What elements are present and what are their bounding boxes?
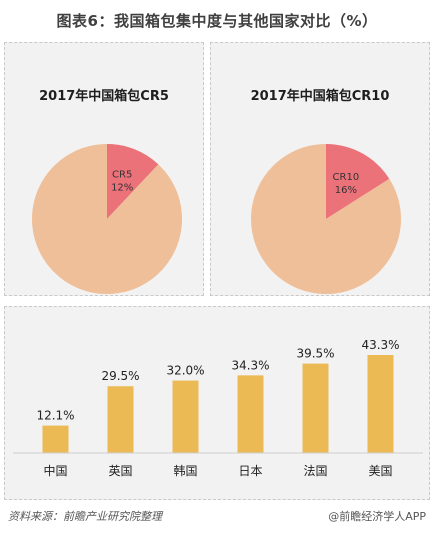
- bar: [172, 380, 199, 453]
- pie-title-cr5: 2017年中国箱包CR5: [39, 89, 169, 104]
- bar-value-label: 39.5%: [296, 347, 334, 361]
- category-label: 韩国: [173, 463, 197, 478]
- category-label: 法国: [303, 464, 327, 478]
- category-label: 日本: [238, 464, 262, 478]
- category-label: 中国: [43, 463, 67, 478]
- cr5-slice-1: [31, 144, 182, 294]
- source-note: 资料来源：前瞻产业研究院整理: [8, 510, 162, 523]
- pie-panel-cr5: 2017年中国箱包CR5 CR5 12%: [4, 42, 204, 296]
- cr10-slice-label: CR10: [333, 172, 360, 183]
- bar: [107, 386, 134, 453]
- bar-value-label: 34.3%: [231, 358, 269, 372]
- category-label: 美国: [368, 464, 392, 478]
- pie-chart-cr10: CR10 16%: [251, 144, 401, 294]
- bar: [237, 375, 264, 453]
- cr10-slice-1: [251, 144, 401, 294]
- pie-panel-cr10: 2017年中国箱包CR10 CR10 16%: [210, 42, 430, 296]
- cr5-slice-0: [107, 144, 159, 219]
- bar-chart: 12.1% 中国 29.5% 英国 32.0% 韩国 34.3% 日本 39.5% 法国 43.3%…: [13, 338, 423, 478]
- brand-note: @前瞻经济学人APP: [328, 510, 426, 523]
- bar-value-label: 43.3%: [361, 338, 399, 352]
- bar: [367, 355, 394, 453]
- cr10-slice-0: [326, 144, 390, 219]
- bar-panel: 12.1% 中国 29.5% 英国 32.0% 韩国 34.3% 日本 39.5% 法国 43.3%…: [4, 306, 430, 500]
- bar-value-label: 12.1%: [36, 409, 74, 423]
- category-label: 英国: [108, 464, 132, 478]
- bar: [302, 363, 329, 453]
- cr5-slice-label: CR5: [112, 170, 132, 181]
- cr5-slice-value-label: 12%: [111, 183, 133, 194]
- cr10-slice-value-label: 16%: [335, 185, 357, 196]
- bar-value-label: 32.0%: [166, 364, 204, 378]
- bar: [42, 425, 69, 453]
- pie-title-cr10: 2017年中国箱包CR10: [250, 89, 390, 104]
- chart-title: 图表6：我国箱包集中度与其他国家对比（%）: [56, 12, 378, 30]
- bar-value-label: 29.5%: [101, 369, 139, 383]
